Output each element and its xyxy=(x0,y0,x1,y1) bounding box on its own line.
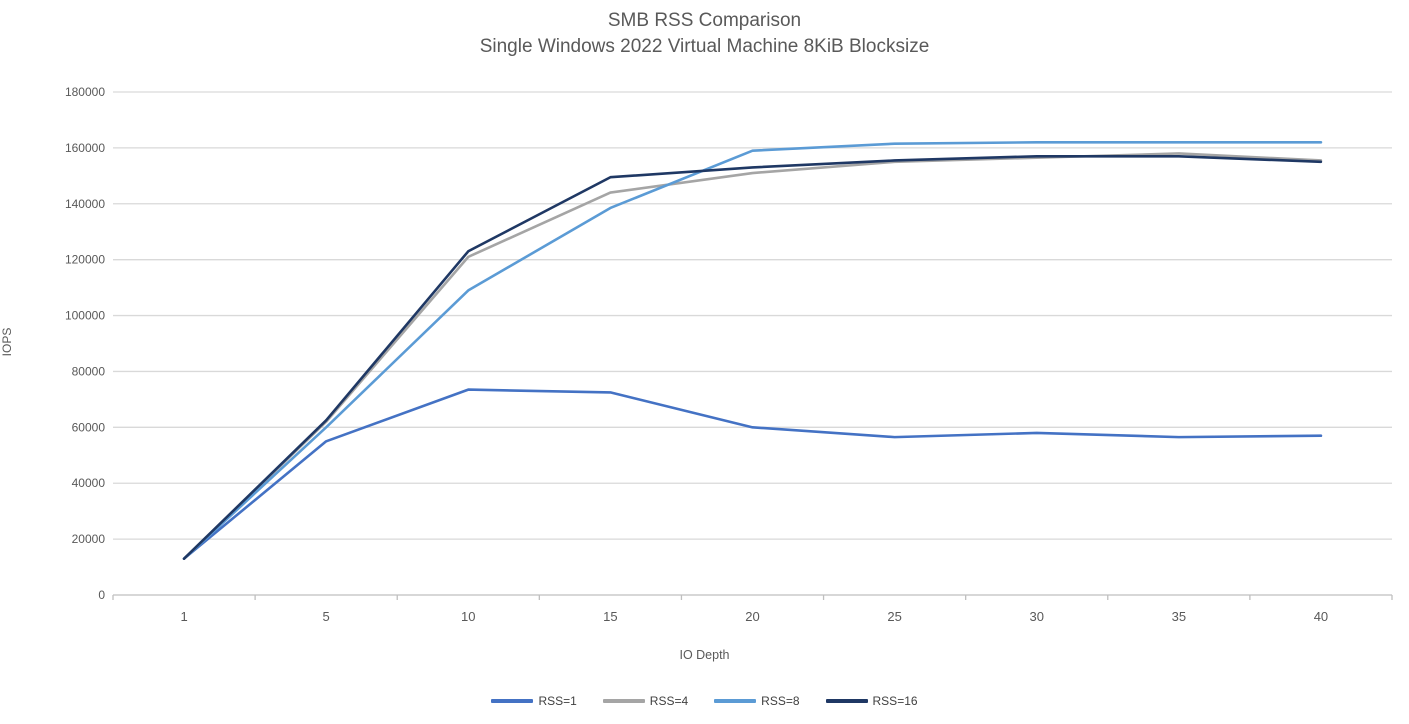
x-axis-tick-label: 5 xyxy=(323,609,330,624)
y-axis-tick-label: 160000 xyxy=(65,141,105,155)
y-axis-tick-label: 100000 xyxy=(65,309,105,323)
legend-label: RSS=8 xyxy=(761,694,800,708)
series-line-RSS=1 xyxy=(182,388,1323,560)
legend-label: RSS=1 xyxy=(538,694,577,708)
y-axis-tick-label: 0 xyxy=(98,588,105,602)
x-axis-tick-label: 20 xyxy=(745,609,759,624)
legend-item-RSS=8: RSS=8 xyxy=(714,694,800,708)
legend-label: RSS=16 xyxy=(872,694,918,708)
chart-title: SMB RSS Comparison xyxy=(607,10,802,31)
y-axis-tick-label: 80000 xyxy=(72,364,106,378)
x-axis-title: IO Depth xyxy=(679,648,730,662)
legend-item-RSS=16: RSS=16 xyxy=(825,694,918,708)
series-line-RSS=8 xyxy=(182,141,1323,560)
legend-item-RSS=4: RSS=4 xyxy=(602,694,689,708)
legend-swatch xyxy=(491,699,534,703)
legend-swatch xyxy=(825,699,868,703)
y-axis-title: IOPS xyxy=(0,327,14,357)
x-axis-tick-label: 30 xyxy=(1029,609,1043,624)
x-axis-tick-label: 40 xyxy=(1314,609,1328,624)
y-axis-tick-label: 180000 xyxy=(65,85,105,99)
chart-subtitle: Single Windows 2022 Virtual Machine 8KiB… xyxy=(479,36,930,57)
series-line-RSS=4 xyxy=(182,152,1323,560)
chart-legend: RSS=1 RSS=4 RSS=8 RSS=16 xyxy=(0,694,1409,708)
legend-label: RSS=4 xyxy=(649,694,689,708)
y-axis-tick-label: 40000 xyxy=(72,476,106,490)
x-axis-tick-label: 25 xyxy=(887,609,901,624)
legend-swatch xyxy=(602,699,645,703)
y-axis-tick-label: 120000 xyxy=(65,253,105,267)
y-axis-tick-label: 140000 xyxy=(65,197,105,211)
x-axis-tick-label: 1 xyxy=(180,609,187,624)
series-line-RSS=16 xyxy=(182,154,1323,560)
legend-item-RSS=1: RSS=1 xyxy=(491,694,577,708)
x-axis-tick-label: 35 xyxy=(1172,609,1186,624)
y-axis-tick-label: 60000 xyxy=(72,420,106,434)
legend-swatch xyxy=(714,699,757,703)
x-axis-tick-label: 15 xyxy=(603,609,617,624)
chart-title-block: SMB RSS Comparison Single Windows 2022 V… xyxy=(0,8,1409,60)
x-axis-tick-label: 10 xyxy=(461,609,475,624)
y-axis-tick-label: 20000 xyxy=(72,532,106,546)
